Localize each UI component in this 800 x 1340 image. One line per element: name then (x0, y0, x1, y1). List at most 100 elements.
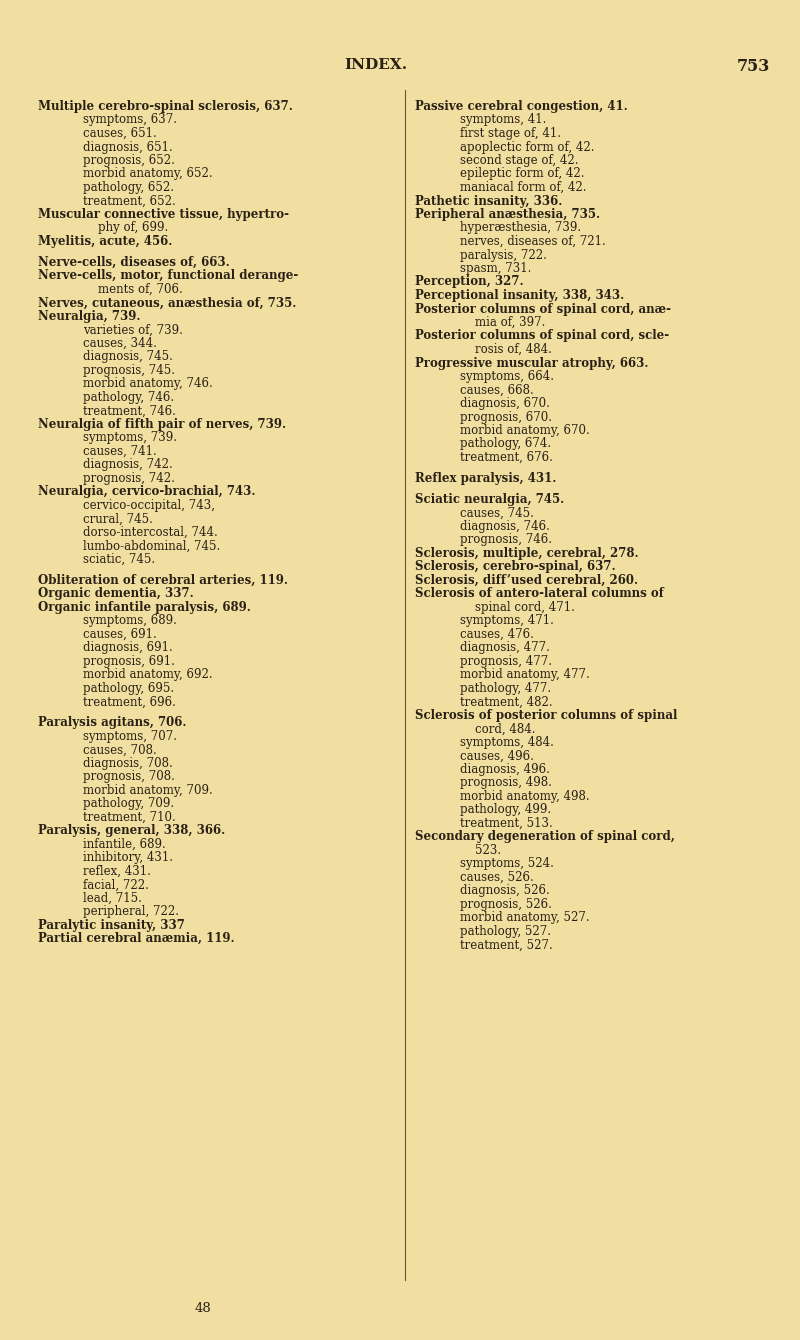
Text: Partial cerebral anæmia, 119.: Partial cerebral anæmia, 119. (38, 933, 234, 945)
Text: morbid anatomy, 709.: morbid anatomy, 709. (83, 784, 213, 797)
Text: Sclerosis, cerebro-spinal, 637.: Sclerosis, cerebro-spinal, 637. (415, 560, 616, 574)
Text: INDEX.: INDEX. (345, 58, 407, 72)
Text: treatment, 513.: treatment, 513. (460, 817, 553, 829)
Text: causes, 691.: causes, 691. (83, 628, 157, 641)
Text: Sclerosis of antero-lateral columns of: Sclerosis of antero-lateral columns of (415, 587, 664, 600)
Text: mia of, 397.: mia of, 397. (475, 316, 546, 330)
Text: Perceptional insanity, 338, 343.: Perceptional insanity, 338, 343. (415, 289, 624, 302)
Text: Neuralgia, 739.: Neuralgia, 739. (38, 310, 141, 323)
Text: 48: 48 (194, 1302, 211, 1315)
Text: pathology, 499.: pathology, 499. (460, 804, 551, 816)
Text: inhibitory, 431.: inhibitory, 431. (83, 851, 173, 864)
Text: Pathetic insanity, 336.: Pathetic insanity, 336. (415, 194, 562, 208)
Text: pathology, 652.: pathology, 652. (83, 181, 174, 194)
Text: Paralysis agitans, 706.: Paralysis agitans, 706. (38, 717, 186, 729)
Text: prognosis, 746.: prognosis, 746. (460, 533, 552, 547)
Text: causes, 476.: causes, 476. (460, 628, 534, 641)
Text: Organic dementia, 337.: Organic dementia, 337. (38, 587, 194, 600)
Text: symptoms, 637.: symptoms, 637. (83, 114, 177, 126)
Text: crural, 745.: crural, 745. (83, 512, 153, 525)
Text: diagnosis, 651.: diagnosis, 651. (83, 141, 173, 154)
Text: Perception, 327.: Perception, 327. (415, 276, 524, 288)
Text: Organic infantile paralysis, 689.: Organic infantile paralysis, 689. (38, 600, 251, 614)
Text: causes, 745.: causes, 745. (460, 507, 534, 520)
Text: Myelitis, acute, 456.: Myelitis, acute, 456. (38, 234, 172, 248)
Text: Posterior columns of spinal cord, scle-: Posterior columns of spinal cord, scle- (415, 330, 669, 343)
Text: Paralytic insanity, 337: Paralytic insanity, 337 (38, 919, 185, 931)
Text: prognosis, 670.: prognosis, 670. (460, 410, 552, 423)
Text: prognosis, 708.: prognosis, 708. (83, 770, 175, 784)
Text: Nerve-cells, motor, functional derange-: Nerve-cells, motor, functional derange- (38, 269, 298, 283)
Text: sciatic, 745.: sciatic, 745. (83, 553, 155, 565)
Text: peripheral, 722.: peripheral, 722. (83, 906, 179, 918)
Text: prognosis, 652.: prognosis, 652. (83, 154, 175, 168)
Text: treatment, 696.: treatment, 696. (83, 695, 176, 709)
Text: symptoms, 739.: symptoms, 739. (83, 431, 177, 445)
Text: diagnosis, 742.: diagnosis, 742. (83, 458, 173, 472)
Text: prognosis, 742.: prognosis, 742. (83, 472, 175, 485)
Text: treatment, 710.: treatment, 710. (83, 811, 176, 824)
Text: Reflex paralysis, 431.: Reflex paralysis, 431. (415, 472, 556, 485)
Text: spasm, 731.: spasm, 731. (460, 263, 531, 275)
Text: morbid anatomy, 692.: morbid anatomy, 692. (83, 669, 213, 681)
Text: first stage of, 41.: first stage of, 41. (460, 127, 561, 139)
Text: Sclerosis, multiple, cerebral, 278.: Sclerosis, multiple, cerebral, 278. (415, 547, 638, 560)
Text: symptoms, 689.: symptoms, 689. (83, 614, 177, 627)
Text: Muscular connective tissue, hypertro-: Muscular connective tissue, hypertro- (38, 208, 289, 221)
Text: Sciatic neuralgia, 745.: Sciatic neuralgia, 745. (415, 493, 564, 507)
Text: symptoms, 707.: symptoms, 707. (83, 730, 177, 742)
Text: Peripheral anæsthesia, 735.: Peripheral anæsthesia, 735. (415, 208, 600, 221)
Text: causes, 651.: causes, 651. (83, 127, 157, 139)
Text: hyperæsthesia, 739.: hyperæsthesia, 739. (460, 221, 581, 234)
Text: causes, 708.: causes, 708. (83, 744, 157, 756)
Text: morbid anatomy, 527.: morbid anatomy, 527. (460, 911, 590, 925)
Text: dorso-intercostal, 744.: dorso-intercostal, 744. (83, 525, 218, 539)
Text: paralysis, 722.: paralysis, 722. (460, 248, 547, 261)
Text: cord, 484.: cord, 484. (475, 722, 535, 736)
Text: varieties of, 739.: varieties of, 739. (83, 323, 183, 336)
Text: diagnosis, 745.: diagnosis, 745. (83, 351, 173, 363)
Text: morbid anatomy, 670.: morbid anatomy, 670. (460, 423, 590, 437)
Text: diagnosis, 691.: diagnosis, 691. (83, 642, 173, 654)
Text: morbid anatomy, 477.: morbid anatomy, 477. (460, 669, 590, 681)
Text: 753: 753 (737, 58, 770, 75)
Text: diagnosis, 746.: diagnosis, 746. (460, 520, 550, 533)
Text: reflex, 431.: reflex, 431. (83, 864, 151, 878)
Text: treatment, 482.: treatment, 482. (460, 695, 553, 709)
Text: Passive cerebral congestion, 41.: Passive cerebral congestion, 41. (415, 100, 628, 113)
Text: 523.: 523. (475, 844, 501, 856)
Text: morbid anatomy, 498.: morbid anatomy, 498. (460, 789, 590, 803)
Text: Nerve-cells, diseases of, 663.: Nerve-cells, diseases of, 663. (38, 256, 230, 269)
Text: pathology, 674.: pathology, 674. (460, 437, 551, 450)
Text: pathology, 477.: pathology, 477. (460, 682, 551, 695)
Text: prognosis, 691.: prognosis, 691. (83, 655, 175, 667)
Text: prognosis, 526.: prognosis, 526. (460, 898, 552, 911)
Text: facial, 722.: facial, 722. (83, 878, 149, 891)
Text: pathology, 527.: pathology, 527. (460, 925, 551, 938)
Text: causes, 526.: causes, 526. (460, 871, 534, 884)
Text: symptoms, 664.: symptoms, 664. (460, 370, 554, 383)
Text: treatment, 746.: treatment, 746. (83, 405, 176, 418)
Text: Multiple cerebro-spinal sclerosis, 637.: Multiple cerebro-spinal sclerosis, 637. (38, 100, 293, 113)
Text: diagnosis, 526.: diagnosis, 526. (460, 884, 550, 898)
Text: maniacal form of, 42.: maniacal form of, 42. (460, 181, 586, 194)
Text: symptoms, 524.: symptoms, 524. (460, 858, 554, 871)
Text: pathology, 746.: pathology, 746. (83, 391, 174, 403)
Text: Posterior columns of spinal cord, anæ-: Posterior columns of spinal cord, anæ- (415, 303, 671, 315)
Text: Obliteration of cerebral arteries, 119.: Obliteration of cerebral arteries, 119. (38, 574, 288, 587)
Text: diagnosis, 670.: diagnosis, 670. (460, 397, 550, 410)
Text: treatment, 527.: treatment, 527. (460, 938, 553, 951)
Text: nerves, diseases of, 721.: nerves, diseases of, 721. (460, 234, 606, 248)
Text: Paralysis, general, 338, 366.: Paralysis, general, 338, 366. (38, 824, 226, 838)
Text: causes, 741.: causes, 741. (83, 445, 157, 458)
Text: morbid anatomy, 746.: morbid anatomy, 746. (83, 378, 213, 390)
Text: lead, 715.: lead, 715. (83, 892, 142, 905)
Text: infantile, 689.: infantile, 689. (83, 838, 166, 851)
Text: pathology, 709.: pathology, 709. (83, 797, 174, 811)
Text: Sclerosis of posterior columns of spinal: Sclerosis of posterior columns of spinal (415, 709, 678, 722)
Text: phy of, 699.: phy of, 699. (98, 221, 168, 234)
Text: diagnosis, 496.: diagnosis, 496. (460, 762, 550, 776)
Text: causes, 344.: causes, 344. (83, 336, 157, 350)
Text: diagnosis, 708.: diagnosis, 708. (83, 757, 173, 769)
Text: symptoms, 471.: symptoms, 471. (460, 614, 554, 627)
